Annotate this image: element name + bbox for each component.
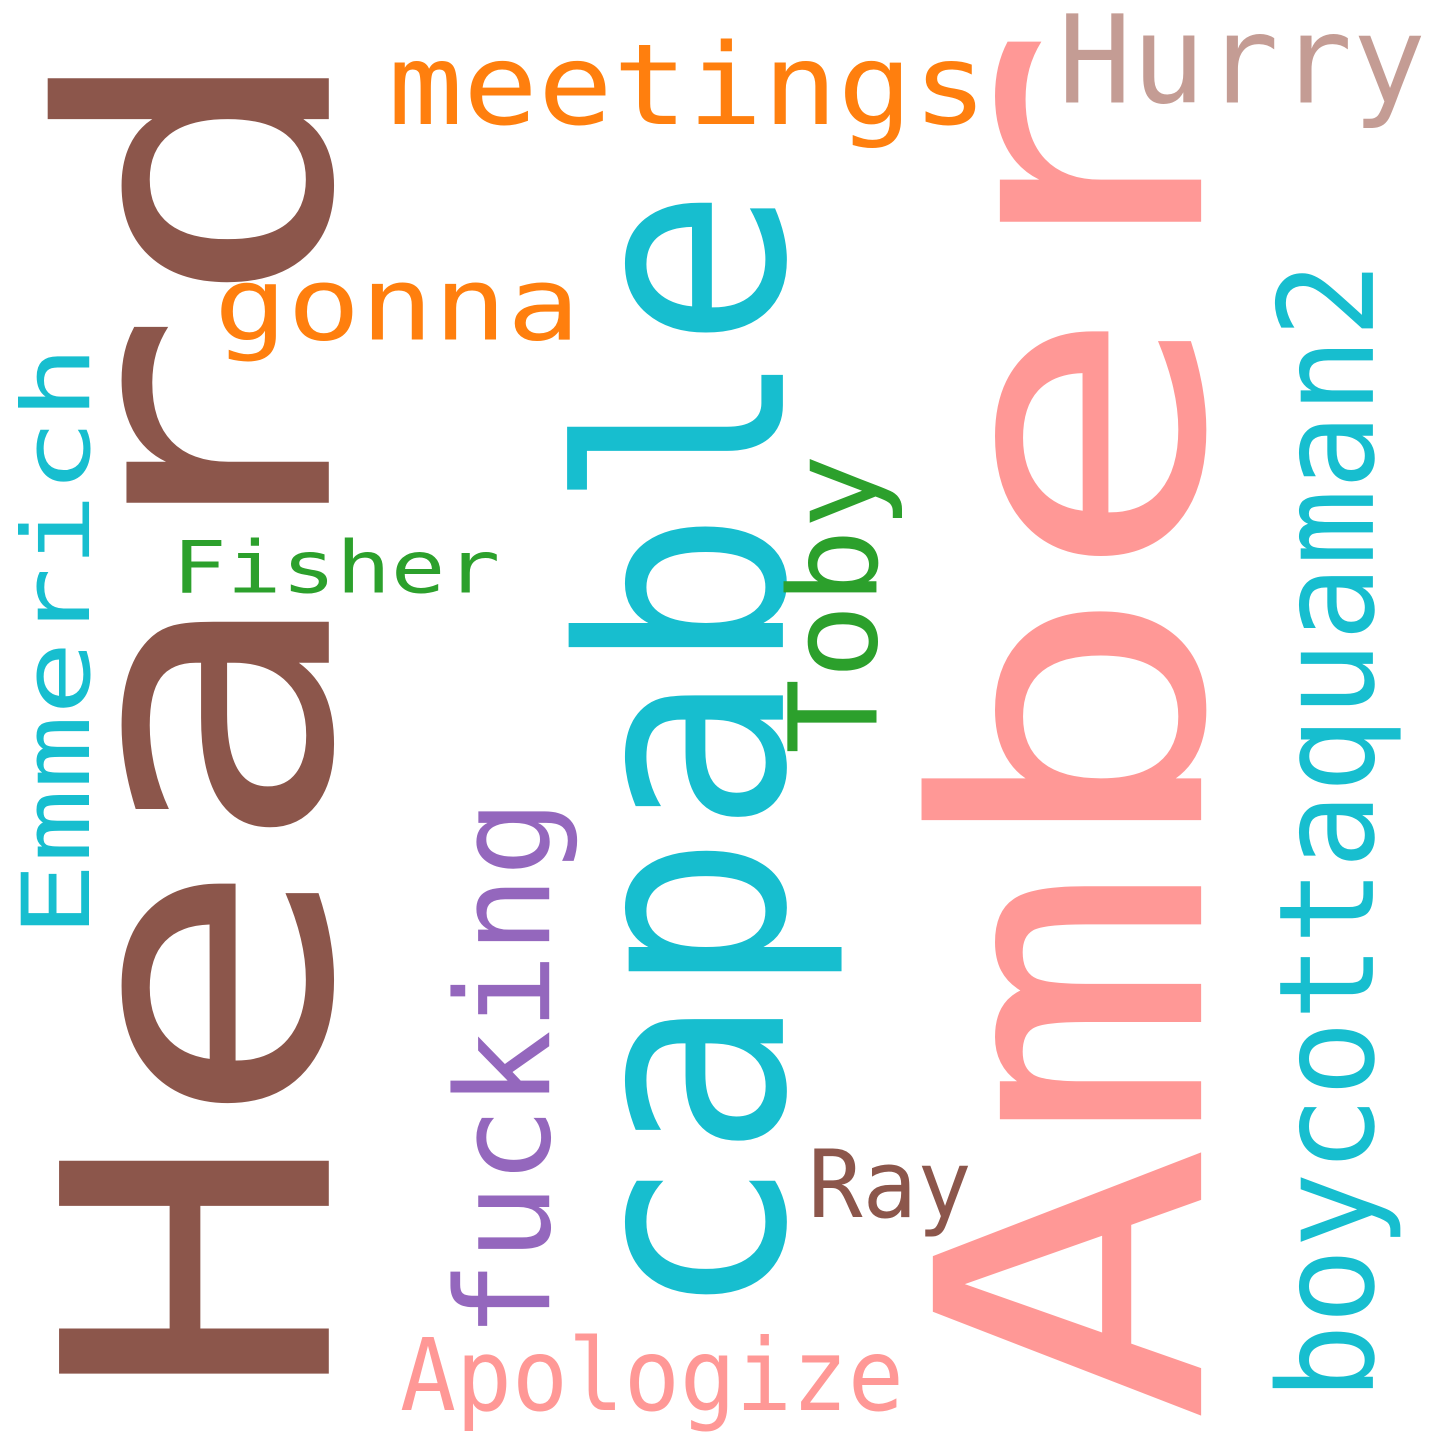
word-boycottaquaman2: boycottaquaman2 <box>1250 261 1405 1401</box>
word-fisher: Fisher <box>172 525 501 610</box>
word-toby: Toby <box>763 454 906 754</box>
word-ray: Ray <box>808 1129 972 1240</box>
word-fucking: fucking <box>428 799 581 1338</box>
word-emmerich: Emmerich <box>1 345 112 937</box>
word-meetings: meetings <box>388 19 988 151</box>
word-gonna: gonna <box>214 244 581 365</box>
word-hurry: Hurry <box>1058 0 1427 132</box>
word-apologize: Apologize <box>400 1317 904 1434</box>
